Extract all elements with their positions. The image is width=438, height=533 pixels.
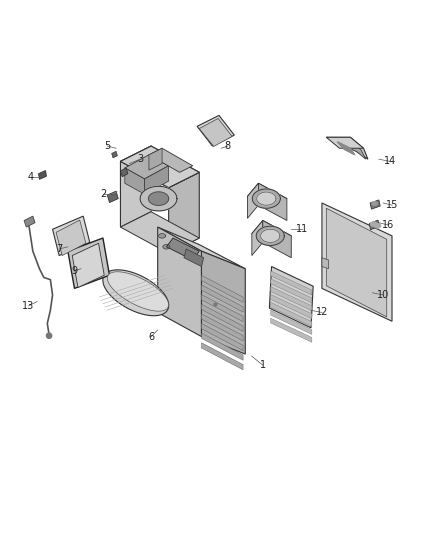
Polygon shape [72,243,104,287]
Polygon shape [258,183,287,221]
Polygon shape [372,201,377,205]
Polygon shape [125,168,145,194]
Polygon shape [271,279,312,303]
Polygon shape [271,295,312,319]
Polygon shape [103,270,169,316]
Polygon shape [201,324,243,351]
Polygon shape [201,285,243,312]
Polygon shape [201,314,243,341]
Polygon shape [269,266,313,328]
Polygon shape [201,343,243,370]
Text: 7: 7 [56,244,62,254]
Polygon shape [184,249,204,266]
Polygon shape [271,318,312,342]
Polygon shape [159,233,166,238]
Polygon shape [169,172,199,253]
Polygon shape [370,200,380,209]
Polygon shape [140,187,177,211]
Polygon shape [107,191,118,203]
Polygon shape [120,168,128,177]
Text: 6: 6 [148,332,154,342]
Polygon shape [271,287,312,311]
Polygon shape [374,223,381,228]
Polygon shape [199,118,232,147]
Polygon shape [252,221,263,255]
Polygon shape [371,222,377,226]
Text: 9: 9 [71,266,78,276]
Polygon shape [326,138,368,159]
Polygon shape [326,138,364,148]
Text: 12: 12 [316,308,328,318]
Polygon shape [256,226,284,246]
Polygon shape [46,333,52,338]
Polygon shape [197,115,234,146]
Polygon shape [158,227,245,269]
Polygon shape [252,189,280,208]
Polygon shape [201,275,243,302]
Polygon shape [271,271,312,295]
Polygon shape [149,148,193,172]
Polygon shape [337,142,355,155]
Text: 16: 16 [381,220,394,230]
Polygon shape [56,220,86,255]
Polygon shape [120,146,199,188]
Text: 13: 13 [22,301,35,311]
Polygon shape [257,192,276,205]
Polygon shape [24,216,35,227]
Polygon shape [247,183,258,219]
Polygon shape [201,295,243,322]
Polygon shape [166,238,199,260]
Text: 10: 10 [377,290,389,300]
Polygon shape [53,216,90,255]
Polygon shape [120,212,199,253]
Polygon shape [145,166,169,194]
Polygon shape [322,258,328,269]
Polygon shape [107,272,169,311]
Text: 8: 8 [225,141,231,151]
Polygon shape [322,203,392,321]
Polygon shape [68,238,110,288]
Text: 15: 15 [386,200,398,210]
Text: 1: 1 [260,360,266,370]
Polygon shape [112,151,117,158]
Polygon shape [247,183,287,212]
Polygon shape [201,304,243,332]
Polygon shape [271,302,312,327]
Polygon shape [39,171,46,179]
Polygon shape [120,146,199,188]
Text: 4: 4 [28,172,34,182]
Polygon shape [271,310,312,334]
Text: 5: 5 [104,141,110,151]
Text: 3: 3 [137,154,143,164]
Polygon shape [369,220,379,230]
Polygon shape [326,208,387,317]
Polygon shape [158,227,201,336]
Polygon shape [331,140,366,159]
Polygon shape [201,251,245,354]
Polygon shape [163,245,170,249]
Polygon shape [125,155,169,179]
Polygon shape [148,192,169,205]
Text: 2: 2 [100,189,106,199]
Polygon shape [149,148,162,170]
Polygon shape [201,333,243,360]
Text: 11: 11 [296,224,308,235]
Polygon shape [252,221,291,249]
Text: 14: 14 [384,156,396,166]
Polygon shape [120,146,151,227]
Polygon shape [263,221,291,258]
Polygon shape [261,229,280,243]
